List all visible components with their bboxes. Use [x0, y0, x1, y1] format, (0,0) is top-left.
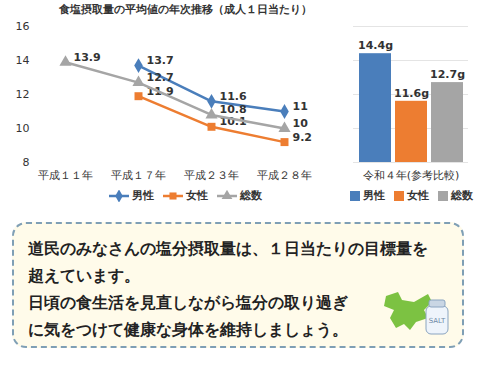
svg-text:11.9: 11.9 [146, 84, 174, 98]
html-text:道民のみなさんの塩分摂取量は、１日当たりの目標量を: 道民のみなさんの塩分摂取量は、１日当たりの目標量を [28, 240, 428, 258]
html-text:男性: 男性 [132, 189, 154, 202]
html-text:超えています。: 超えています。 [28, 267, 140, 285]
html-text:食塩摂取量の平均値の年次推移（成人１日当たり）: 食塩摂取量の平均値の年次推移（成人１日当たり） [58, 3, 312, 16]
svg-text:平成２８年: 平成２８年 [257, 169, 312, 182]
svg-text:8: 8 [23, 156, 30, 169]
html-text:総数: 総数 [450, 189, 473, 202]
svg-text:10.8: 10.8 [220, 103, 247, 116]
svg-text:11.6: 11.6 [220, 90, 247, 103]
svg-text:平成１７年: 平成１７年 [111, 169, 166, 182]
svg-text:11.6g: 11.6g [394, 87, 429, 100]
html-text:総数: 総数 [240, 189, 262, 202]
svg-text:10.1: 10.1 [219, 115, 247, 129]
html-text:女性: 女性 [406, 189, 429, 202]
svg-text:平成２３年: 平成２３年 [184, 169, 239, 182]
svg-text:10: 10 [16, 122, 30, 135]
html-text:女性: 女性 [186, 189, 208, 202]
svg-text:SALT: SALT [429, 317, 446, 325]
html-text:日頃の食生活を見直しながら塩分の取り過ぎ: 日頃の食生活を見直しながら塩分の取り過ぎ [28, 294, 348, 312]
svg-text:12.7: 12.7 [147, 71, 174, 84]
svg-text:13.9: 13.9 [74, 51, 101, 64]
svg-text:10: 10 [293, 117, 309, 130]
svg-text:12: 12 [16, 88, 30, 101]
svg-text:11: 11 [293, 100, 308, 113]
svg-text:9.2: 9.2 [293, 131, 313, 144]
svg-text:平成１１年: 平成１１年 [38, 169, 93, 182]
svg-text:16: 16 [16, 20, 30, 33]
html-text:男性: 男性 [362, 189, 385, 202]
svg-text:12.7g: 12.7g [430, 68, 465, 81]
svg-text:13.7: 13.7 [147, 54, 174, 67]
svg-text:14.4g: 14.4g [358, 39, 393, 52]
html-text:に気をつけて健康な身体を維持しましょう。: に気をつけて健康な身体を維持しましょう。 [28, 321, 348, 339]
svg-text:14: 14 [16, 54, 30, 67]
svg-text:令和４年(参考比較): 令和４年(参考比較) [363, 169, 460, 182]
